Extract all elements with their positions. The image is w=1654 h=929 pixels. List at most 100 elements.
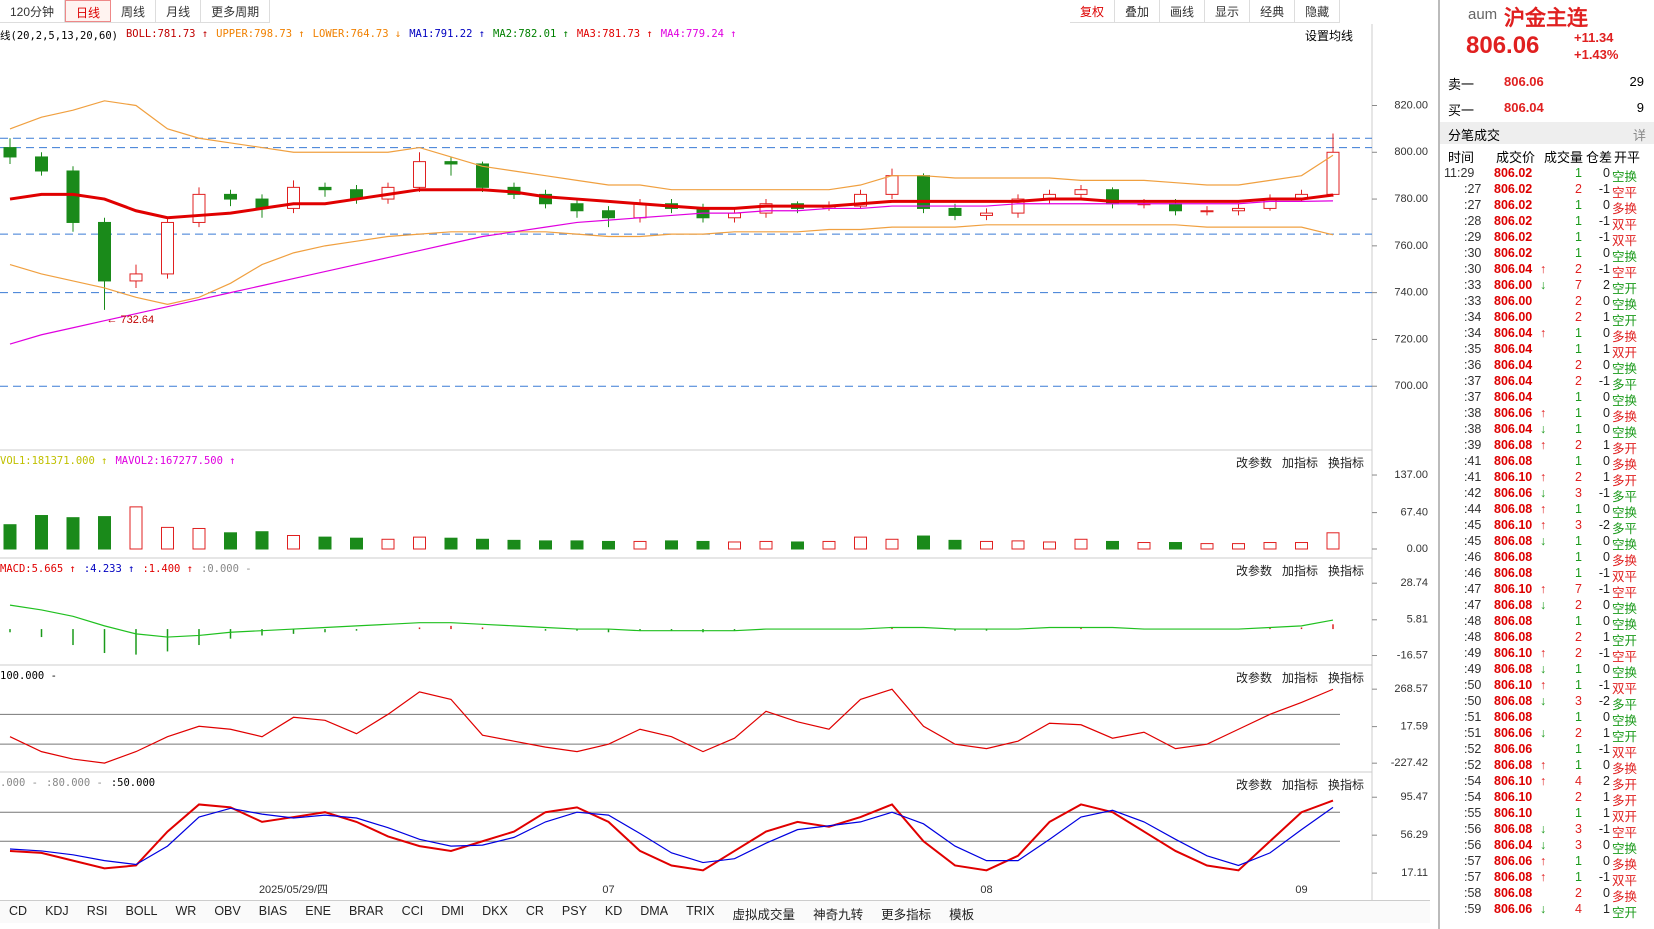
- tool-button[interactable]: 复权: [1070, 0, 1116, 22]
- trade-arrow: ↑: [1540, 326, 1547, 340]
- indicator-tab[interactable]: RSI: [86, 904, 108, 918]
- period-tab[interactable]: 更多周期: [201, 0, 271, 22]
- panel-button[interactable]: 加指标: [1281, 778, 1318, 792]
- low-arrow: ←: [107, 314, 118, 326]
- indicator-tab[interactable]: 神奇九转: [813, 908, 864, 922]
- candle-body: [917, 175, 930, 209]
- column-header: 成交价: [1496, 150, 1536, 165]
- indicator-tab[interactable]: BRAR: [348, 904, 384, 918]
- trade-type: 多开: [1612, 778, 1638, 792]
- indicator-tab[interactable]: DMA: [640, 904, 669, 918]
- indicator-tab[interactable]: CR: [525, 904, 544, 918]
- candle-body: [1200, 210, 1214, 213]
- period-tab[interactable]: 月线: [156, 0, 202, 22]
- indicator-tab[interactable]: KDJ: [45, 904, 69, 918]
- tool-button[interactable]: 画线: [1160, 0, 1206, 22]
- candle-body: [633, 203, 647, 219]
- trade-arrow: ↑: [1540, 678, 1547, 692]
- period-tab[interactable]: 日线: [65, 0, 112, 22]
- panel-button[interactable]: 改参数: [1235, 671, 1272, 685]
- panel-button[interactable]: 加指标: [1281, 564, 1318, 578]
- indicator-tab[interactable]: ENE: [305, 904, 331, 918]
- volume-bar: [192, 527, 206, 550]
- period-tab[interactable]: 120分钟: [0, 0, 66, 22]
- trade-volume: 1: [1575, 214, 1582, 228]
- panel-button[interactable]: 改参数: [1235, 456, 1272, 470]
- x-tick-label: 07: [602, 884, 614, 896]
- indicator-tab[interactable]: DMI: [441, 904, 465, 918]
- indicator-tab[interactable]: CCI: [401, 904, 424, 918]
- trade-diff: 0: [1603, 246, 1610, 260]
- trade-volume: 1: [1575, 742, 1582, 756]
- trade-time: :45: [1464, 534, 1482, 548]
- trade-time: :55: [1464, 806, 1482, 820]
- tool-button[interactable]: 隐藏: [1295, 0, 1341, 22]
- indicator-tab[interactable]: 模板: [949, 908, 975, 922]
- indicator-tab[interactable]: BIAS: [258, 904, 288, 918]
- trade-arrow: ↓: [1540, 278, 1547, 292]
- panel-button[interactable]: 换指标: [1327, 564, 1364, 578]
- trade-diff: 1: [1603, 902, 1610, 916]
- panel-button[interactable]: 改参数: [1235, 564, 1272, 578]
- indicator-tab[interactable]: PSY: [561, 904, 587, 918]
- trade-diff: 0: [1603, 710, 1610, 724]
- trade-type: 双平: [1612, 570, 1638, 584]
- panel-button[interactable]: 换指标: [1327, 671, 1364, 685]
- y-tick-label: 28.74: [1400, 577, 1428, 589]
- indicator-tab[interactable]: 更多指标: [881, 908, 932, 922]
- tool-button[interactable]: 经典: [1250, 0, 1296, 22]
- trade-time: :41: [1464, 454, 1482, 468]
- y-tick-label: -16.57: [1397, 649, 1428, 661]
- section-title: 分笔成交: [1448, 128, 1501, 143]
- trade-price: 806.06: [1494, 406, 1533, 420]
- indicator-tab[interactable]: CD: [9, 904, 28, 918]
- chart-area: 820.00 800.00 780.00 760.00 740.00 720.00 700.…: [0, 24, 1428, 900]
- period-tab[interactable]: 周线: [111, 0, 157, 22]
- indicator-tab[interactable]: WR: [175, 904, 197, 918]
- indicator-tab[interactable]: 虚拟成交量: [732, 908, 796, 922]
- setting[interactable]: 设置均线: [1305, 29, 1354, 43]
- indicator-tab[interactable]: TRIX: [686, 904, 715, 918]
- panel-button[interactable]: 改参数: [1235, 778, 1272, 792]
- y-tick-label: 700.00: [1394, 380, 1428, 392]
- trade-diff: -1: [1598, 374, 1610, 388]
- trade-price: 806.10: [1494, 806, 1533, 820]
- volume-bar: [1326, 532, 1340, 550]
- volume-bar: [822, 540, 836, 550]
- trade-diff: 0: [1603, 886, 1610, 900]
- indicator-value: MA2:782.01 ↑: [493, 28, 569, 40]
- indicator-tab[interactable]: OBV: [214, 904, 241, 918]
- trade-price: 806.02: [1494, 214, 1533, 228]
- trade-time: :29: [1464, 230, 1482, 244]
- trade-volume: 1: [1575, 758, 1582, 772]
- trade-volume: 2: [1575, 630, 1582, 644]
- trade-volume: 1: [1575, 422, 1582, 436]
- panel-button[interactable]: 换指标: [1327, 778, 1364, 792]
- y-tick-label: 820.00: [1394, 99, 1428, 111]
- trade-volume: 2: [1575, 726, 1582, 740]
- candle-body: [318, 186, 332, 191]
- trade-type: 多换: [1612, 458, 1638, 472]
- indicator-tabs: CD KDJ RSI BOLL WR OBV BIAS ENE BRAR CCI DMI DKX CR P…: [0, 900, 1430, 923]
- trade-diff: 0: [1603, 454, 1610, 468]
- indicator-line: [9, 200, 1334, 345]
- trade-price: 806.02: [1494, 230, 1533, 244]
- panel-button[interactable]: 加指标: [1281, 456, 1318, 470]
- trade-volume: 2: [1575, 310, 1582, 324]
- indicator-tab[interactable]: BOLL: [125, 904, 158, 918]
- trade-type: 空开: [1612, 314, 1638, 328]
- y-tick-label: 720.00: [1394, 333, 1428, 345]
- indicator-tab[interactable]: DKX: [482, 904, 508, 918]
- panel-button[interactable]: 换指标: [1327, 456, 1364, 470]
- tool-button[interactable]: 叠加: [1115, 0, 1161, 22]
- trade-diff: 0: [1603, 390, 1610, 404]
- candle-body: [728, 212, 741, 219]
- change-pct: +1.43%: [1574, 47, 1619, 62]
- indicator-tab[interactable]: KD: [604, 904, 623, 918]
- trade-price: 806.06: [1494, 742, 1533, 756]
- volume-bar: [665, 540, 678, 550]
- tool-button[interactable]: 显示: [1205, 0, 1251, 22]
- trade-diff: 1: [1603, 438, 1610, 452]
- panel-button[interactable]: 加指标: [1281, 671, 1318, 685]
- trade-diff: 1: [1603, 806, 1610, 820]
